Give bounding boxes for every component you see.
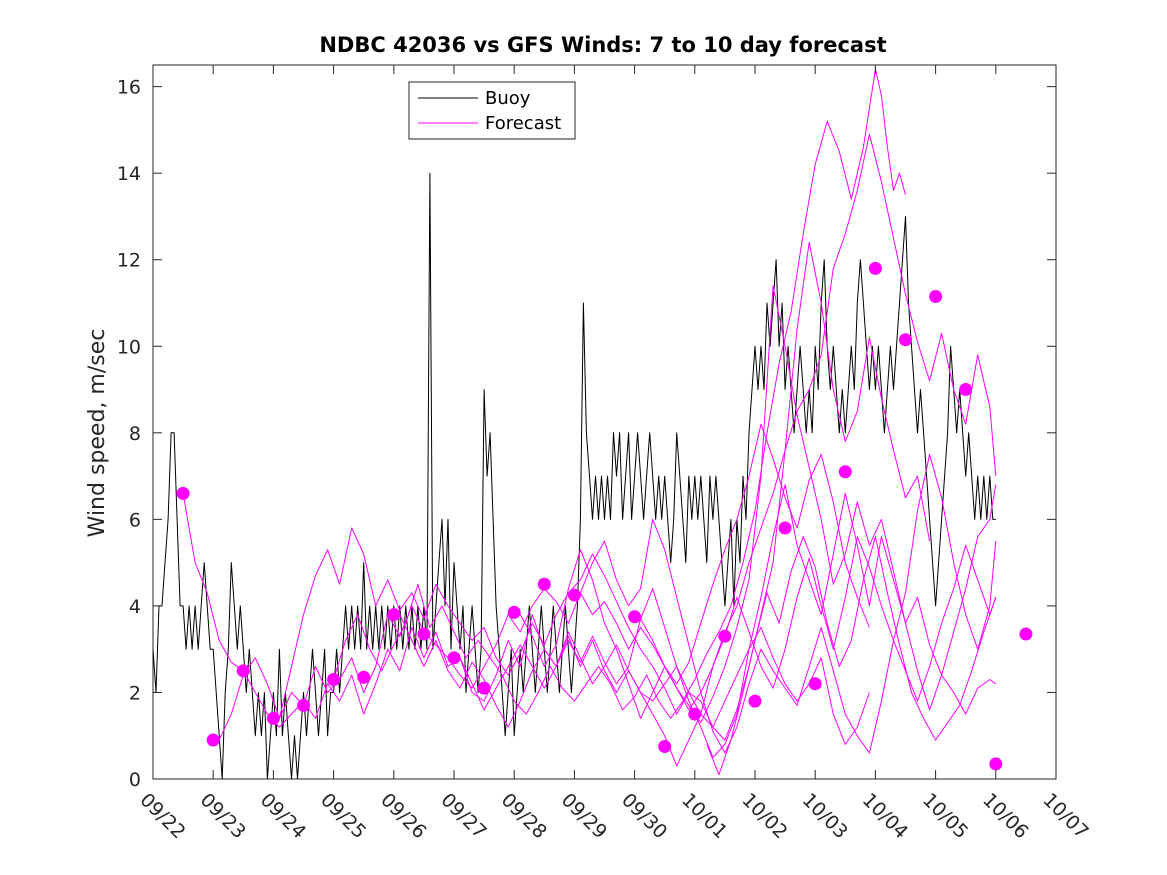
y-tick-label-4: 4 bbox=[129, 596, 141, 618]
forecast-series-line-10 bbox=[706, 536, 997, 776]
forecast-marker-3 bbox=[236, 664, 250, 678]
forecast-marker-17 bbox=[688, 707, 702, 721]
forecast-marker-20 bbox=[778, 521, 792, 535]
forecast-series-line-4 bbox=[333, 68, 906, 719]
forecast-marker-23 bbox=[868, 261, 882, 275]
forecast-marker-4 bbox=[266, 711, 280, 725]
y-tick-label-8: 8 bbox=[129, 423, 141, 445]
forecast-marker-25 bbox=[929, 290, 943, 304]
forecast-series-line-3 bbox=[278, 241, 931, 741]
forecast-marker-2 bbox=[206, 733, 220, 747]
legend-forecast-label: Forecast bbox=[485, 113, 561, 134]
y-tick-label-0: 0 bbox=[129, 769, 141, 791]
y-tick-label-6: 6 bbox=[129, 509, 141, 531]
forecast-marker-9 bbox=[417, 627, 431, 641]
forecast-marker-12 bbox=[507, 605, 521, 619]
axes-box bbox=[152, 64, 1057, 780]
forecast-marker-10 bbox=[447, 651, 461, 665]
y-tick-label-2: 2 bbox=[129, 682, 141, 704]
forecast-marker-28 bbox=[1019, 627, 1033, 641]
y-tick-label-12: 12 bbox=[117, 250, 141, 272]
legend-box bbox=[408, 81, 576, 140]
forecast-marker-22 bbox=[838, 465, 852, 479]
y-tick-label-16: 16 bbox=[117, 77, 141, 99]
forecast-marker-15 bbox=[628, 610, 642, 624]
forecast-series-line-8 bbox=[579, 454, 997, 754]
forecast-marker-5 bbox=[297, 698, 310, 712]
chart-title: NDBC 42036 vs GFS Winds: 7 to 10 day for… bbox=[319, 33, 886, 57]
forecast-marker-13 bbox=[537, 577, 551, 591]
forecast-marker-26 bbox=[959, 383, 973, 397]
forecast-series-line-6 bbox=[459, 536, 997, 711]
legend: Buoy Forecast bbox=[408, 81, 576, 140]
plot-data-group bbox=[153, 68, 1033, 779]
forecast-marker-8 bbox=[387, 608, 401, 622]
forecast-marker-6 bbox=[327, 672, 341, 686]
forecast-series-line-9 bbox=[640, 484, 997, 758]
forecast-marker-1 bbox=[176, 486, 190, 500]
forecast-marker-24 bbox=[899, 333, 912, 347]
forecast-marker-16 bbox=[658, 740, 672, 754]
forecast-marker-27 bbox=[989, 757, 1003, 771]
forecast-marker-11 bbox=[477, 681, 491, 695]
forecast-series-line-7 bbox=[519, 285, 997, 724]
buoy-series-line bbox=[153, 172, 996, 779]
forecast-marker-14 bbox=[567, 588, 581, 602]
legend-buoy-label: Buoy bbox=[485, 88, 531, 109]
forecast-marker-19 bbox=[748, 694, 762, 708]
forecast-marker-21 bbox=[808, 677, 822, 691]
y-axis-label: Wind speed, m/sec bbox=[85, 329, 110, 538]
forecast-marker-7 bbox=[357, 670, 371, 684]
y-tick-label-10: 10 bbox=[117, 336, 141, 358]
forecast-marker-18 bbox=[718, 629, 732, 643]
y-tick-label-14: 14 bbox=[117, 163, 141, 185]
